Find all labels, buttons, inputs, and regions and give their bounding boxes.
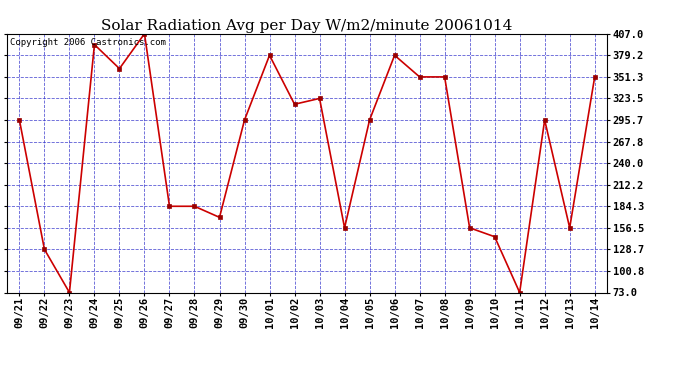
Title: Solar Radiation Avg per Day W/m2/minute 20061014: Solar Radiation Avg per Day W/m2/minute … [101, 19, 513, 33]
Text: Copyright 2006 Castronics.com: Copyright 2006 Castronics.com [10, 38, 166, 46]
